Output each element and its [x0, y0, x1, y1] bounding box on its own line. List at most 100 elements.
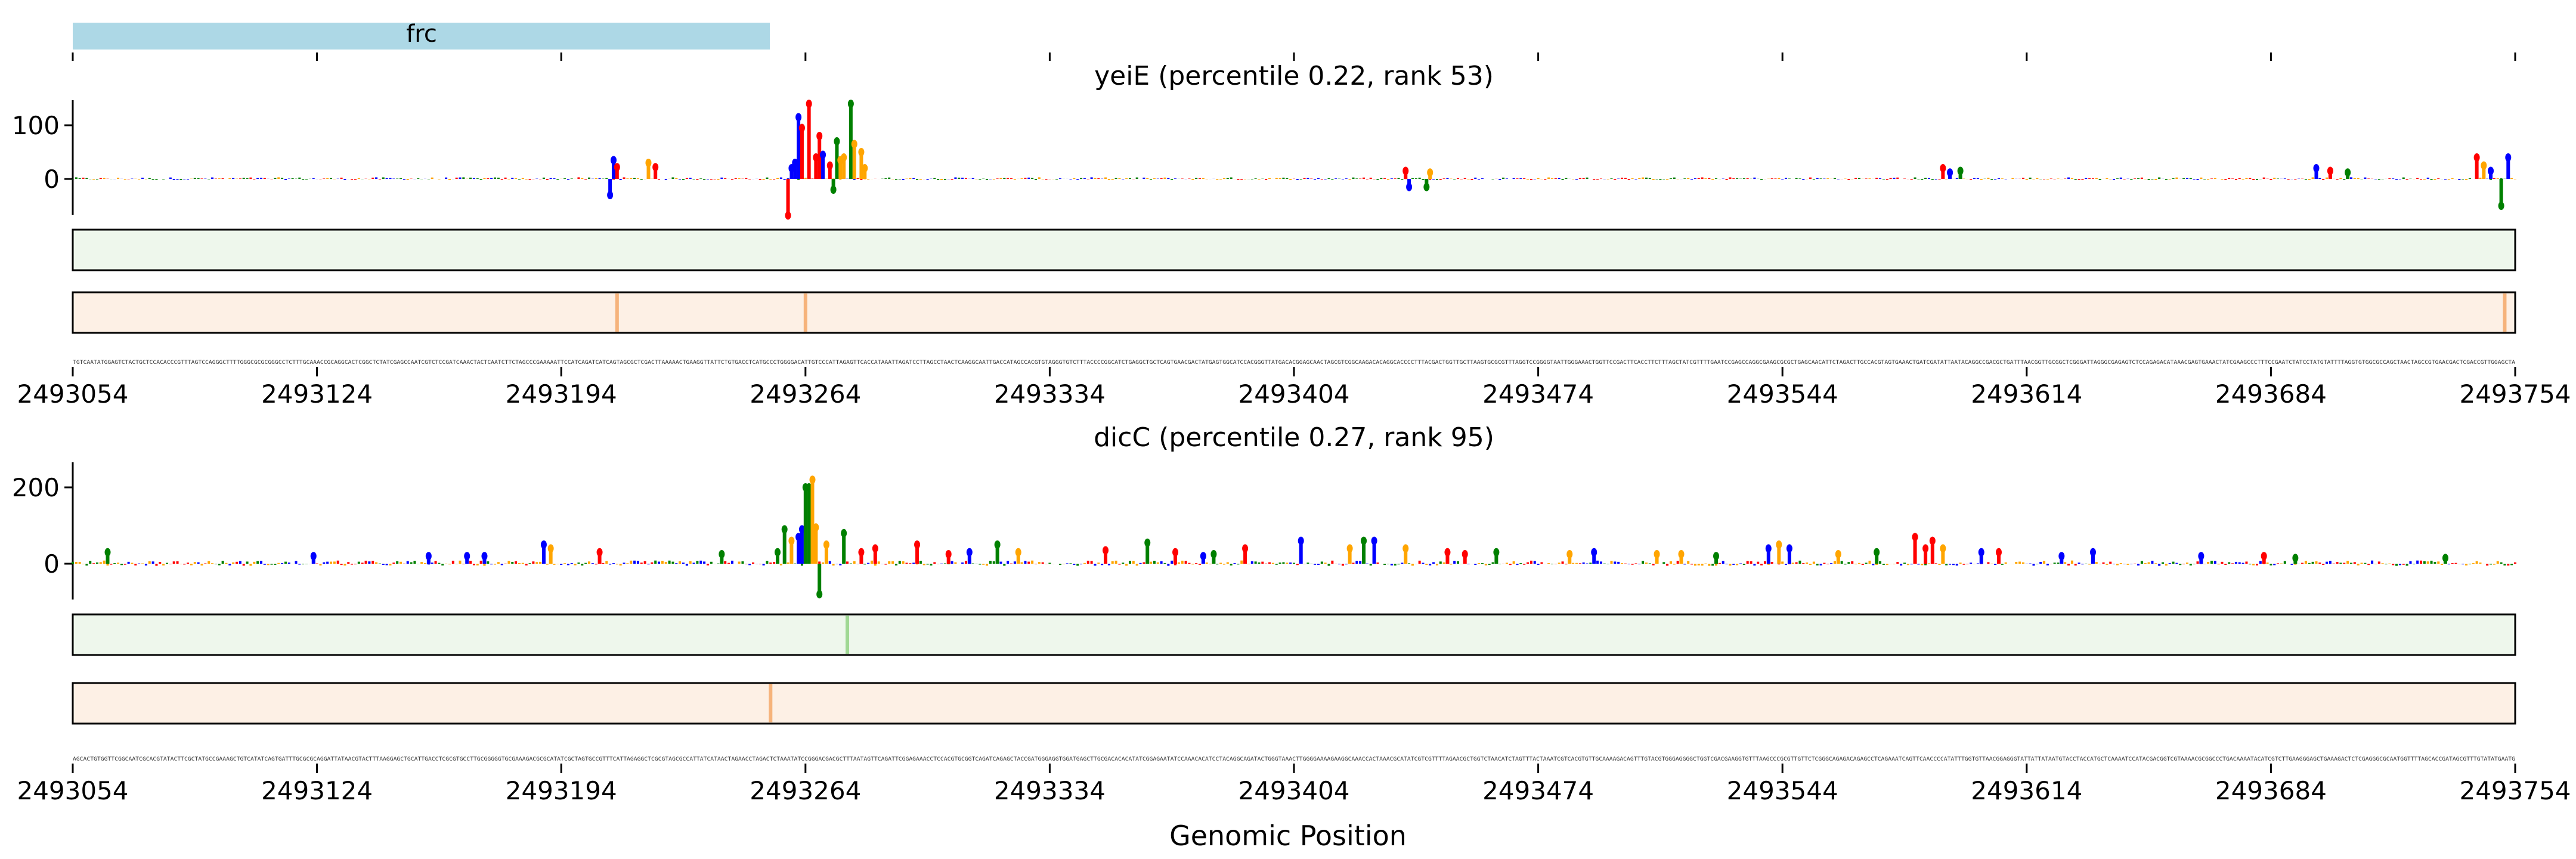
peak-marker — [2473, 153, 2480, 162]
peak-marker — [2198, 552, 2205, 561]
peak-marker — [2442, 554, 2448, 563]
peak-marker — [966, 548, 973, 557]
heatmap-track — [72, 682, 2516, 725]
peak-marker — [1957, 166, 1964, 175]
heatmap-hotspot — [2503, 293, 2507, 332]
y-tick-label: 0 — [44, 549, 60, 579]
peak-marker — [816, 590, 823, 599]
x-tick-label: 2493054 — [17, 379, 128, 409]
y-tick-label: 0 — [44, 165, 60, 194]
peak-marker — [1713, 552, 1720, 561]
peak-marker — [1978, 548, 1984, 557]
peak-marker — [830, 186, 837, 194]
sequence-track-yeie: TGTCAATATGGAGTCTACTGCTCCACACCCGTTTAGTCCA… — [73, 360, 2516, 366]
peak-marker — [795, 113, 802, 122]
peak-marker — [1654, 550, 1660, 558]
heatmap-hotspot — [769, 684, 773, 722]
x-tick-label: 2493264 — [750, 776, 861, 805]
x-axis-label: Genomic Position — [1169, 820, 1407, 852]
x-tick-label: 2493404 — [1238, 379, 1349, 409]
peak-marker — [645, 159, 652, 167]
x-tick-label: 2493124 — [261, 776, 373, 805]
peak-marker — [1940, 544, 1946, 553]
peak-marker — [607, 191, 614, 199]
peak-marker — [785, 211, 791, 220]
heatmap-track — [72, 291, 2516, 334]
attribution-plot-yeie: 0 100 — [12, 100, 2516, 220]
heatmap-hotspot — [615, 293, 619, 332]
peak-marker — [914, 540, 921, 549]
heatmap-tracks-dicc — [72, 613, 2516, 725]
heatmap-track — [72, 228, 2516, 271]
peak-marker — [826, 161, 833, 170]
panel-dicc: dicC (percentile 0.27, rank 95) 0 200 AGC… — [12, 422, 2571, 805]
panel-title-yeie: yeiE (percentile 0.22, rank 53) — [1094, 61, 1494, 91]
x-axis-yeie: 2493054 2493124 2493194 2493264 2493334 24934… — [17, 367, 2571, 409]
peak-marker — [464, 552, 470, 561]
peak-marker — [816, 132, 823, 140]
peak-marker — [820, 150, 826, 159]
peak-marker — [1765, 544, 1772, 553]
peak-marker — [540, 540, 547, 549]
peak-marker — [841, 153, 847, 162]
peak-marker — [1922, 544, 1929, 553]
peak-marker — [806, 100, 812, 108]
x-tick-label: 2493474 — [1482, 776, 1594, 805]
peak-marker — [719, 550, 725, 558]
peak-marker — [1402, 166, 1409, 175]
peak-marker — [1835, 550, 1841, 558]
peak-marker — [2505, 153, 2512, 162]
sequence-letters: AGCACTGTGGTTCGGCAATCGCACGTATACTTCGCTATGC… — [73, 756, 2515, 762]
peak-marker — [788, 536, 795, 545]
peak-marker — [809, 475, 816, 484]
x-tick-label: 2493194 — [506, 776, 617, 805]
x-tick-label: 2493684 — [2215, 776, 2327, 805]
y-tick-label: 100 — [12, 111, 60, 140]
x-tick-label: 2493614 — [1971, 776, 2082, 805]
peak-marker — [795, 533, 802, 542]
peak-marker — [1015, 548, 1021, 557]
x-tick-label: 2493194 — [506, 379, 617, 409]
sequence-letters: TGTCAATATGGAGTCTACTGCTCCACACCCGTTTAGTCCA… — [73, 360, 2516, 366]
x-tick-label: 2493404 — [1238, 776, 1349, 805]
peak-marker — [834, 137, 840, 146]
peak-marker — [1874, 548, 1880, 557]
x-tick-label: 2493684 — [2215, 379, 2327, 409]
peak-marker — [425, 552, 432, 561]
peak-marker — [481, 552, 488, 561]
peak-marker — [2261, 552, 2267, 561]
peak-marker — [1678, 550, 1685, 558]
x-tick-label: 2493054 — [17, 776, 128, 805]
peak-marker — [806, 483, 812, 492]
peak-marker — [1361, 536, 1367, 545]
y-tick-label: 200 — [12, 473, 60, 502]
peak-marker — [1103, 546, 1109, 555]
peak-marker — [1776, 540, 1782, 549]
peak-marker — [1995, 548, 2002, 557]
peak-marker — [1444, 548, 1451, 557]
peak-marker — [858, 548, 865, 557]
panel-yeie: yeiE (percentile 0.22, rank 53) 0 100 TGT… — [12, 61, 2571, 409]
peak-marker — [813, 523, 819, 532]
attribution-plot-dicc: 0 200 — [12, 462, 2516, 600]
peak-marker — [1200, 552, 1206, 561]
heatmap-track — [72, 613, 2516, 656]
peak-marker — [2488, 166, 2494, 175]
peak-marker — [614, 163, 620, 172]
peak-marker — [104, 548, 111, 557]
peak-marker — [2481, 161, 2487, 170]
annotation-bar — [73, 23, 770, 50]
peak-marker — [798, 525, 805, 534]
peak-marker — [823, 540, 829, 549]
x-tick-label: 2493754 — [2459, 379, 2571, 409]
x-axis-dicc: 2493054 2493124 2493194 2493264 2493334 24934… — [17, 764, 2571, 805]
peak-marker — [610, 156, 617, 165]
peak-marker — [1591, 548, 1597, 557]
peak-marker — [2327, 166, 2333, 175]
peak-marker — [2313, 164, 2320, 172]
peak-marker — [841, 529, 847, 537]
peak-marker — [792, 159, 798, 167]
x-tick-label: 2493474 — [1482, 379, 1594, 409]
x-tick-label: 2493264 — [750, 379, 861, 409]
